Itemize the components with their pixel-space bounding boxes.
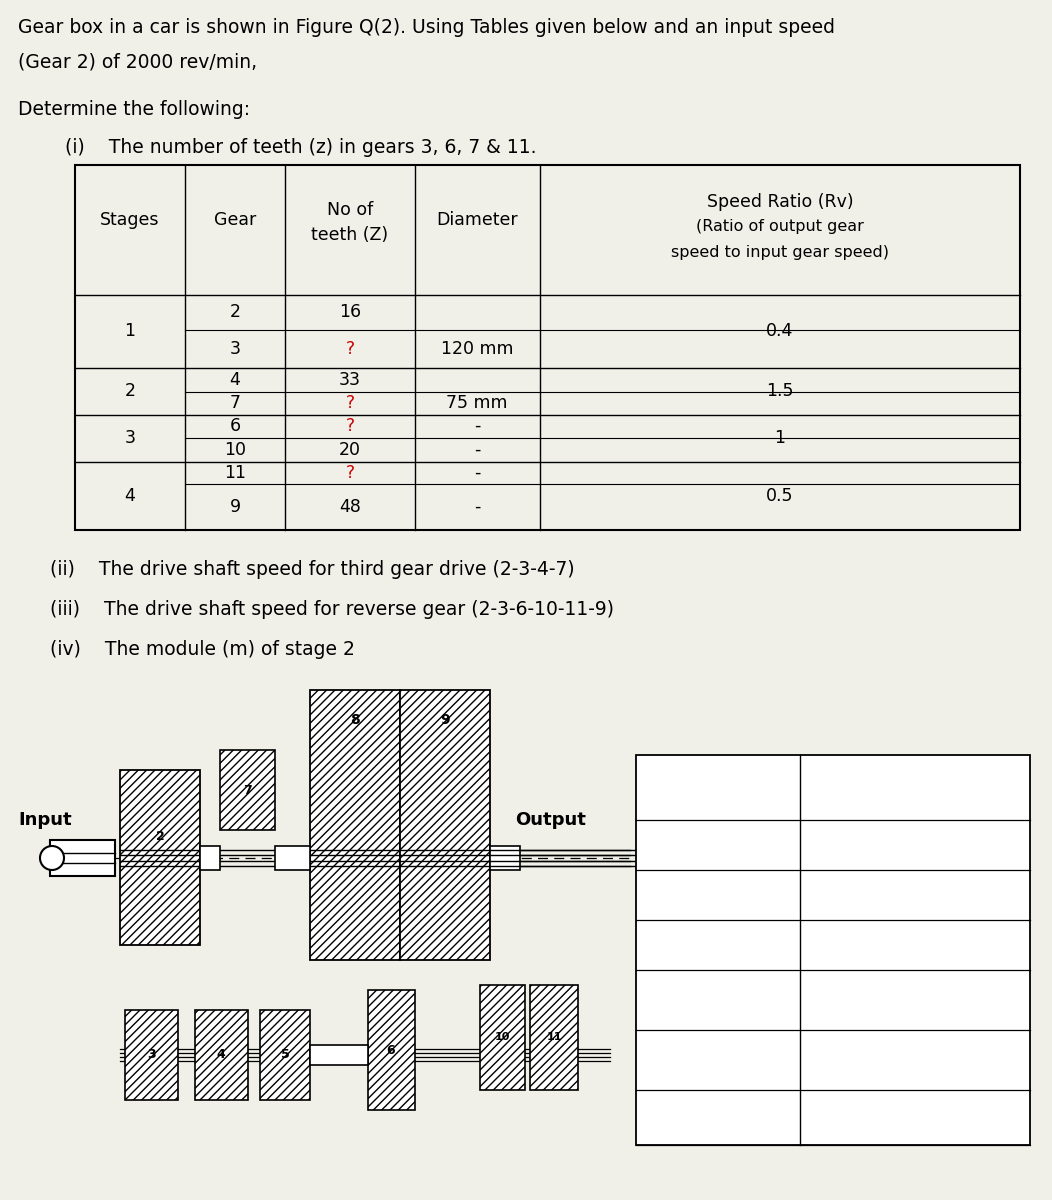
Text: -: - [473, 416, 480, 434]
Text: 11: 11 [224, 464, 246, 482]
Text: (Ratio of output gear: (Ratio of output gear [696, 220, 864, 234]
Text: -: - [473, 498, 480, 516]
Text: 5: 5 [281, 1049, 289, 1062]
Text: 2-3-4-7: 2-3-4-7 [882, 936, 949, 954]
Text: 3: 3 [229, 340, 241, 358]
Text: 2: 2 [124, 382, 136, 400]
Text: Straight: Straight [882, 979, 948, 997]
Text: -: - [473, 440, 480, 458]
Text: Speed Ratio (Rv): Speed Ratio (Rv) [707, 193, 853, 211]
Text: 11: 11 [546, 1032, 562, 1042]
Text: 2-3-6-9: 2-3-6-9 [885, 836, 945, 854]
Text: 75 mm: 75 mm [446, 394, 508, 412]
Text: Drive: Drive [695, 788, 741, 806]
Text: 10: 10 [494, 1032, 509, 1042]
Text: ?: ? [345, 464, 355, 482]
Text: 0.5: 0.5 [766, 487, 794, 505]
Bar [200, 846, 220, 870]
Text: 9: 9 [440, 713, 450, 727]
Text: Second: Second [688, 886, 749, 904]
Text: 2: 2 [156, 830, 164, 844]
Bar [400, 690, 490, 960]
Circle shape [40, 846, 64, 870]
Text: ?: ? [345, 340, 355, 358]
Text: Output: Output [515, 811, 586, 829]
Text: speed to input gear speed): speed to input gear speed) [671, 245, 889, 259]
Text: First: First [701, 836, 735, 854]
Text: Determine the following:: Determine the following: [18, 100, 250, 119]
Text: ?: ? [345, 394, 355, 412]
Text: 9: 9 [229, 498, 241, 516]
Text: 16: 16 [339, 302, 361, 320]
Text: 4: 4 [124, 487, 136, 505]
Bar [310, 1045, 368, 1066]
Text: (iii)    The drive shaft speed for reverse gear (2-3-6-10-11-9): (iii) The drive shaft speed for reverse … [50, 600, 614, 619]
Text: 1.5: 1.5 [766, 382, 794, 400]
Text: Input: Input [18, 811, 72, 829]
Bar [75, 164, 1020, 530]
Text: (ii)    The drive shaft speed for third gear drive (2-3-4-7): (ii) The drive shaft speed for third gea… [50, 560, 574, 578]
Text: 4: 4 [217, 1049, 225, 1062]
Bar [125, 1010, 178, 1100]
Text: 3: 3 [124, 428, 136, 446]
Bar [275, 846, 310, 870]
Text: Sequence: Sequence [874, 778, 956, 796]
Bar [490, 846, 520, 870]
Text: No of: No of [327, 200, 373, 218]
Bar [220, 750, 275, 830]
Text: Gear box in a car is shown in Figure Q(2). Using Tables given below and an input: Gear box in a car is shown in Figure Q(2… [18, 18, 835, 37]
Text: 0.4: 0.4 [766, 322, 793, 340]
Text: 20: 20 [339, 440, 361, 458]
Text: 2: 2 [229, 302, 241, 320]
Bar [310, 690, 400, 960]
Text: Stages: Stages [100, 211, 160, 229]
Text: -: - [473, 464, 480, 482]
Text: Gear: Gear [214, 211, 256, 229]
Text: 2-3-6-10-11-9: 2-3-6-10-11-9 [852, 1051, 978, 1069]
Text: through: through [883, 1003, 948, 1021]
Bar [368, 990, 414, 1110]
Text: 3: 3 [146, 1049, 156, 1062]
Text: Third: Third [693, 936, 743, 954]
Text: Diameter: Diameter [437, 211, 518, 229]
Text: 7: 7 [243, 784, 251, 797]
Text: (iv)    The module (m) of stage 2: (iv) The module (m) of stage 2 [50, 640, 355, 659]
Bar [195, 1010, 248, 1100]
Text: Fourth: Fourth [691, 991, 745, 1009]
Text: ?: ? [345, 416, 355, 434]
Text: 120 mm: 120 mm [441, 340, 513, 358]
Bar [480, 985, 525, 1090]
Bar [50, 840, 115, 876]
Text: (i)    The number of teeth (z) in gears 3, 6, 7 & 11.: (i) The number of teeth (z) in gears 3, … [65, 138, 537, 157]
Text: Reverse: Reverse [680, 1051, 756, 1069]
Text: 1: 1 [124, 322, 136, 340]
Text: 1: 1 [774, 428, 786, 446]
Bar [530, 985, 578, 1090]
Text: 4: 4 [229, 371, 241, 389]
Text: Gear: Gear [697, 768, 739, 786]
Bar [120, 770, 200, 946]
Text: 10: 10 [224, 440, 246, 458]
Text: 7: 7 [229, 394, 241, 412]
Text: 8: 8 [350, 713, 360, 727]
Text: 6: 6 [387, 1044, 396, 1056]
Bar [636, 755, 1030, 1145]
Text: 6: 6 [229, 416, 241, 434]
Bar [260, 1010, 310, 1100]
Text: teeth (Z): teeth (Z) [311, 226, 388, 244]
Text: 2-3-5-8: 2-3-5-8 [885, 886, 945, 904]
Text: 48: 48 [339, 498, 361, 516]
Text: 33: 33 [339, 371, 361, 389]
Text: (Gear 2) of 2000 rev/min,: (Gear 2) of 2000 rev/min, [18, 52, 257, 71]
